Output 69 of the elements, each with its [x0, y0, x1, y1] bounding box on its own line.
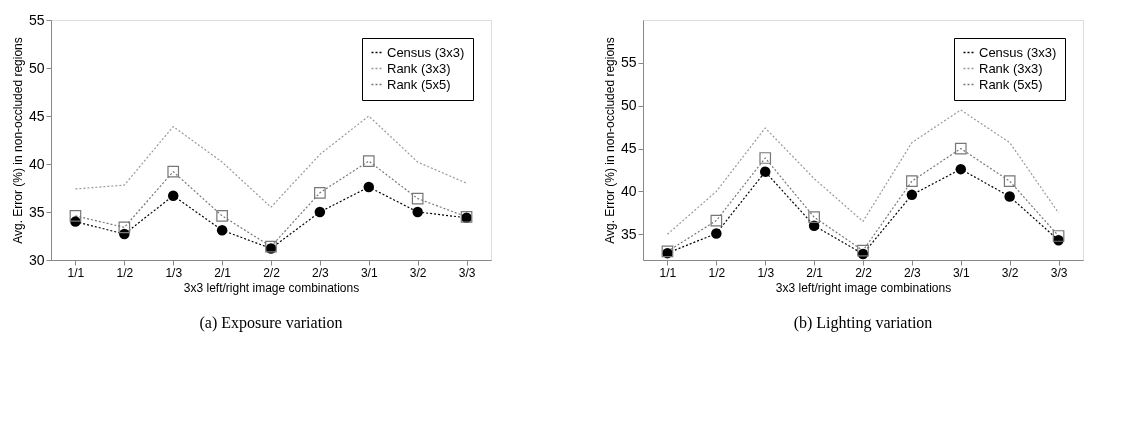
x-tick-label: 2/3 [904, 265, 922, 280]
y-axis-title: Avg. Error (%) in non-occluded regions [602, 37, 617, 244]
x-axis-title: 3x3 left/right image combinations [775, 280, 952, 295]
line-series [666, 109, 1060, 235]
x-tick-label: 1/1 [659, 265, 677, 280]
y-axis-title: Avg. Error (%) in non-occluded regions [10, 37, 25, 244]
point [1004, 191, 1015, 202]
x-tick-label: 3/3 [458, 265, 476, 280]
y-tick-label: 50 [620, 97, 637, 114]
y-tick-label: 35 [620, 225, 637, 242]
y-tick-label: 40 [28, 155, 45, 172]
y-tick-label: 45 [28, 107, 45, 124]
point [955, 163, 967, 175]
point [710, 214, 723, 227]
point [314, 186, 326, 199]
x-tick-label: 2/2 [263, 265, 281, 280]
y-tick-label: 55 [28, 11, 45, 28]
legend-label: Rank (5x5) [979, 76, 1043, 92]
legend-label: Rank (3x3) [979, 60, 1043, 76]
line-series [74, 115, 468, 208]
point [808, 211, 820, 223]
x-tick-label: 3/3 [1050, 265, 1068, 280]
point [412, 206, 423, 218]
y-tick-label: 30 [28, 251, 45, 268]
legend-label: Census (3x3) [979, 44, 1057, 60]
x-tick-label: 2/2 [855, 265, 873, 280]
x-tick-label: 3/2 [409, 265, 427, 280]
legend-label: Rank (5x5) [387, 76, 451, 92]
x-tick-label: 1/2 [708, 265, 726, 280]
point [1052, 230, 1065, 242]
x-tick-label: 1/3 [757, 265, 775, 280]
x-tick-label: 1/2 [116, 265, 134, 280]
x-tick-label: 1/3 [165, 265, 183, 280]
y-tick-label: 45 [620, 140, 637, 157]
point [906, 189, 918, 201]
point [857, 244, 869, 257]
point [69, 210, 82, 222]
point [363, 181, 375, 193]
point [118, 221, 131, 234]
point [711, 228, 722, 239]
point [411, 192, 424, 205]
x-tick-label: 3/1 [952, 265, 970, 280]
x-tick-label: 2/1 [214, 265, 232, 280]
point [216, 210, 228, 222]
x-tick-label: 2/3 [312, 265, 330, 280]
point [167, 165, 180, 178]
y-tick-label: 50 [28, 59, 45, 76]
y-tick-label: 35 [28, 203, 45, 220]
point [759, 166, 771, 177]
x-tick-label: 1/1 [67, 265, 85, 280]
legend-label: Rank (3x3) [387, 60, 451, 76]
x-tick-label: 2/1 [806, 265, 824, 280]
point [167, 190, 179, 201]
x-tick-label: 3/1 [360, 265, 378, 280]
point [759, 152, 772, 164]
x-axis-title: 3x3 left/right image combinations [183, 280, 360, 295]
point [314, 206, 326, 218]
text: (b) Lighting variation [793, 314, 933, 332]
point [362, 155, 375, 167]
y-tick-label: 55 [620, 54, 637, 71]
y-tick-label: 40 [620, 182, 637, 199]
point [857, 248, 869, 260]
point [906, 175, 918, 187]
legend-label: Census (3x3) [387, 44, 465, 60]
point [954, 142, 967, 155]
point [1003, 175, 1016, 187]
point [216, 225, 228, 236]
text: (a) Exposure variation [199, 314, 343, 332]
x-tick-label: 3/2 [1001, 265, 1019, 280]
